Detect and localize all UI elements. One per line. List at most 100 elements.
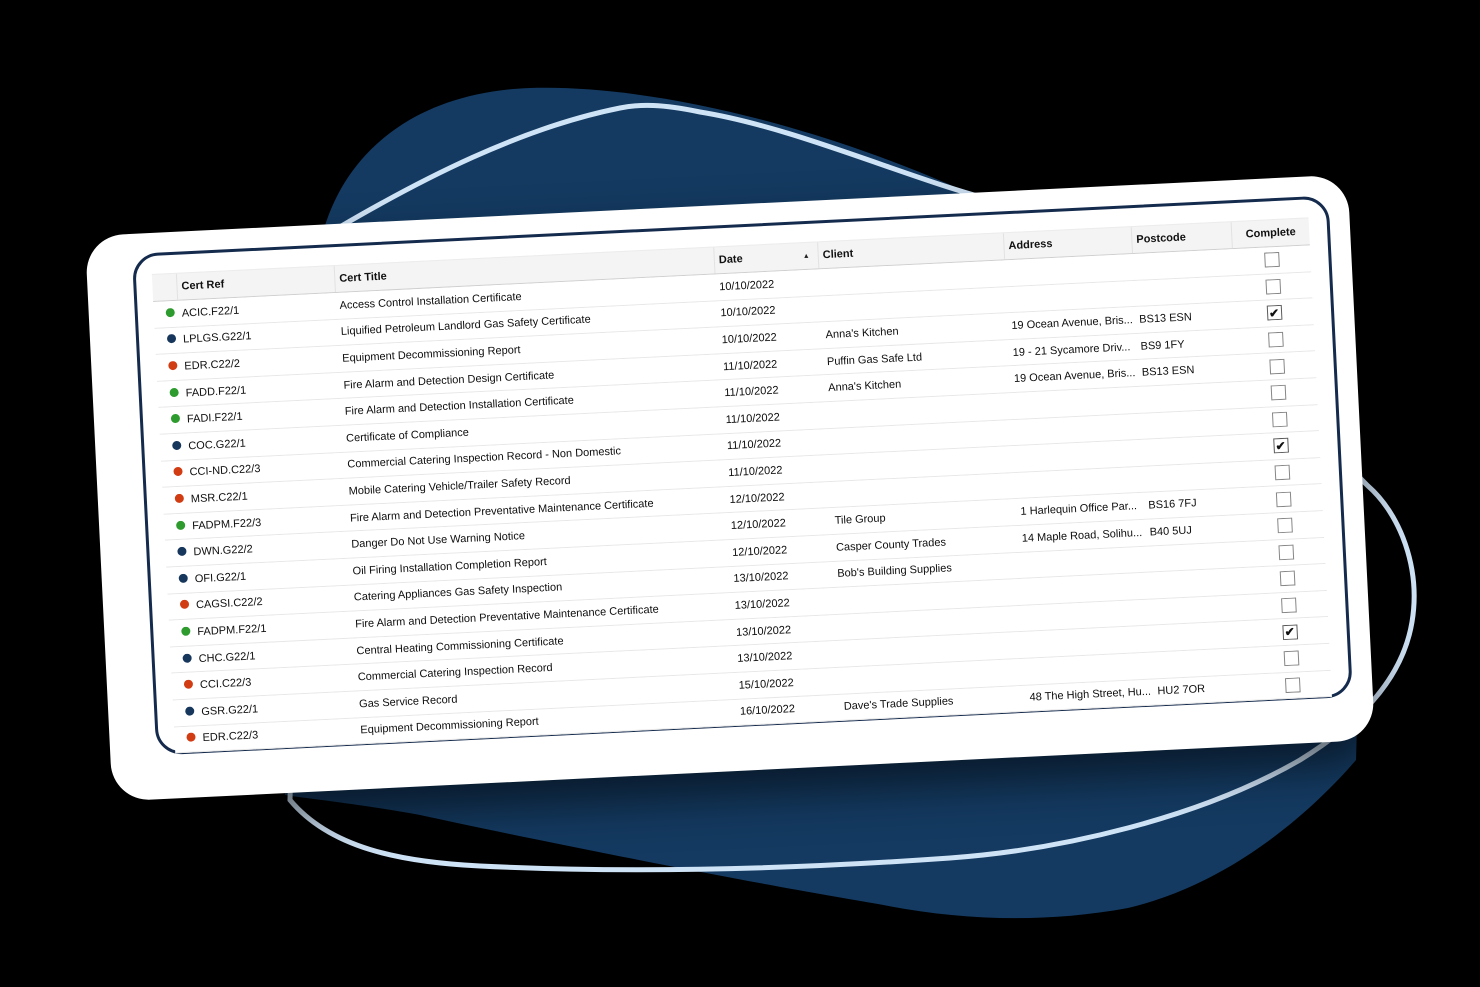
address-cell bbox=[1019, 559, 1147, 565]
column-header-status[interactable] bbox=[152, 274, 177, 301]
client-cell: Tile Group bbox=[834, 512, 886, 528]
postcode-cell: BS13 ESN bbox=[1138, 311, 1193, 326]
cert-ref-cell: CCI-ND.C22/3 bbox=[189, 463, 261, 479]
address-cell bbox=[1022, 612, 1150, 618]
status-dot-icon bbox=[168, 360, 178, 371]
complete-checkbox[interactable] bbox=[1271, 411, 1288, 428]
postcode-cell bbox=[1148, 581, 1248, 586]
address-cell: 48 The High Street, Hu... bbox=[1029, 685, 1152, 704]
postcode-cell bbox=[1134, 289, 1234, 294]
status-cell bbox=[154, 307, 179, 321]
postcode-cell: HU2 7OR bbox=[1157, 683, 1206, 698]
table-body: ACIC.F22/1 Access Control Installation C… bbox=[153, 245, 1332, 754]
complete-checkbox[interactable] bbox=[1268, 358, 1285, 375]
status-cell bbox=[160, 440, 185, 453]
address-cell: 1 Harlequin Office Par... bbox=[1020, 500, 1138, 518]
column-header-complete[interactable]: Complete bbox=[1230, 218, 1310, 249]
cert-ref-cell: COC.G22/1 bbox=[188, 437, 247, 453]
cert-ref-cell: DWN.G22/2 bbox=[193, 543, 254, 559]
status-dot-icon bbox=[182, 653, 192, 663]
cert-ref-cell: LPLGS.G22/1 bbox=[182, 330, 252, 346]
status-dot-icon bbox=[185, 706, 195, 716]
complete-checkbox[interactable] bbox=[1270, 385, 1286, 401]
cert-ref-cell: EDR.C22/2 bbox=[184, 357, 241, 373]
sort-ascending-icon: ▲ bbox=[802, 252, 810, 260]
cert-ref-cell: CAGSI.C22/2 bbox=[195, 596, 263, 612]
status-dot-icon bbox=[174, 493, 185, 504]
status-dot-icon bbox=[169, 387, 179, 397]
status-dot-icon bbox=[165, 307, 175, 318]
date-cell: 11/10/2022 bbox=[722, 358, 778, 373]
cert-ref-cell: EDR.C22/3 bbox=[202, 729, 259, 745]
address-cell bbox=[1014, 453, 1142, 459]
postcode-cell bbox=[1142, 448, 1242, 453]
postcode-cell bbox=[1139, 395, 1239, 400]
complete-checkbox[interactable]: ✔ bbox=[1266, 305, 1282, 322]
address-cell: 19 - 21 Sycamore Driv... bbox=[1012, 340, 1131, 359]
client-cell bbox=[829, 486, 1015, 495]
client-cell: Anna's Kitchen bbox=[825, 325, 899, 342]
status-cell bbox=[156, 360, 181, 374]
status-dot-icon bbox=[177, 546, 187, 557]
date-cell: 13/10/2022 bbox=[733, 570, 789, 586]
address-cell: 14 Maple Road, Solihu... bbox=[1021, 526, 1143, 545]
complete-checkbox[interactable] bbox=[1274, 464, 1290, 481]
complete-checkbox[interactable] bbox=[1267, 331, 1284, 348]
client-cell bbox=[826, 406, 1012, 415]
date-cell: 13/10/2022 bbox=[734, 597, 791, 612]
postcode-cell bbox=[1140, 421, 1240, 426]
status-cell bbox=[161, 467, 186, 480]
postcode-cell bbox=[1147, 554, 1247, 559]
address-cell bbox=[1024, 665, 1152, 671]
column-header-date[interactable]: Date ▲ bbox=[713, 242, 819, 274]
complete-checkbox[interactable] bbox=[1275, 491, 1292, 507]
complete-checkbox[interactable] bbox=[1264, 278, 1281, 295]
address-cell bbox=[1023, 639, 1151, 645]
complete-checkbox[interactable]: ✔ bbox=[1281, 624, 1298, 640]
client-cell: Dave's Trade Supplies bbox=[843, 695, 954, 713]
cert-ref-cell: GSR.G22/1 bbox=[201, 703, 259, 718]
client-cell: Anna's Kitchen bbox=[827, 378, 902, 395]
postcode-cell: BS16 7FJ bbox=[1148, 497, 1197, 512]
status-cell bbox=[168, 599, 193, 613]
cert-ref-cell: MSR.C22/1 bbox=[190, 490, 248, 506]
complete-checkbox[interactable] bbox=[1283, 650, 1299, 667]
client-cell bbox=[828, 459, 1014, 468]
status-dot-icon bbox=[173, 467, 183, 477]
complete-checkbox[interactable] bbox=[1280, 597, 1297, 614]
client-cell: Puffin Gas Safe Ltd bbox=[826, 351, 923, 368]
date-cell: 13/10/2022 bbox=[735, 623, 792, 639]
client-cell: Bob's Building Supplies bbox=[837, 562, 953, 581]
postcode-cell bbox=[1150, 607, 1250, 612]
cert-ref-cell: CHC.G22/1 bbox=[198, 649, 256, 665]
postcode-cell bbox=[1143, 474, 1243, 479]
client-cell: Casper County Trades bbox=[835, 536, 947, 554]
status-cell bbox=[174, 732, 199, 746]
client-cell bbox=[819, 273, 1005, 282]
status-dot-icon bbox=[178, 573, 188, 583]
complete-checkbox[interactable] bbox=[1279, 570, 1295, 587]
date-cell: 12/10/2022 bbox=[731, 544, 788, 559]
complete-checkbox[interactable] bbox=[1276, 517, 1293, 534]
status-cell bbox=[165, 546, 190, 560]
status-dot-icon bbox=[172, 440, 182, 450]
cert-ref-cell: FADD.F22/1 bbox=[185, 384, 247, 400]
complete-checkbox[interactable] bbox=[1263, 252, 1280, 268]
postcode-cell bbox=[1133, 262, 1233, 267]
complete-checkbox[interactable]: ✔ bbox=[1272, 438, 1289, 454]
postcode-cell: BS9 1FY bbox=[1140, 338, 1185, 353]
column-header-postcode[interactable]: Postcode bbox=[1130, 222, 1232, 254]
cert-ref-cell: FADPM.F22/3 bbox=[191, 516, 262, 532]
cert-ref-cell: CCI.C22/3 bbox=[199, 676, 252, 692]
status-cell bbox=[164, 520, 189, 533]
client-cell bbox=[820, 300, 1006, 309]
address-cell bbox=[1013, 426, 1141, 432]
client-cell bbox=[839, 672, 1025, 681]
complete-checkbox[interactable] bbox=[1284, 677, 1301, 693]
client-cell bbox=[836, 618, 1022, 627]
status-dot-icon bbox=[181, 626, 191, 636]
status-cell bbox=[163, 493, 188, 507]
complete-checkbox[interactable] bbox=[1277, 544, 1294, 561]
date-cell: 13/10/2022 bbox=[737, 650, 793, 665]
